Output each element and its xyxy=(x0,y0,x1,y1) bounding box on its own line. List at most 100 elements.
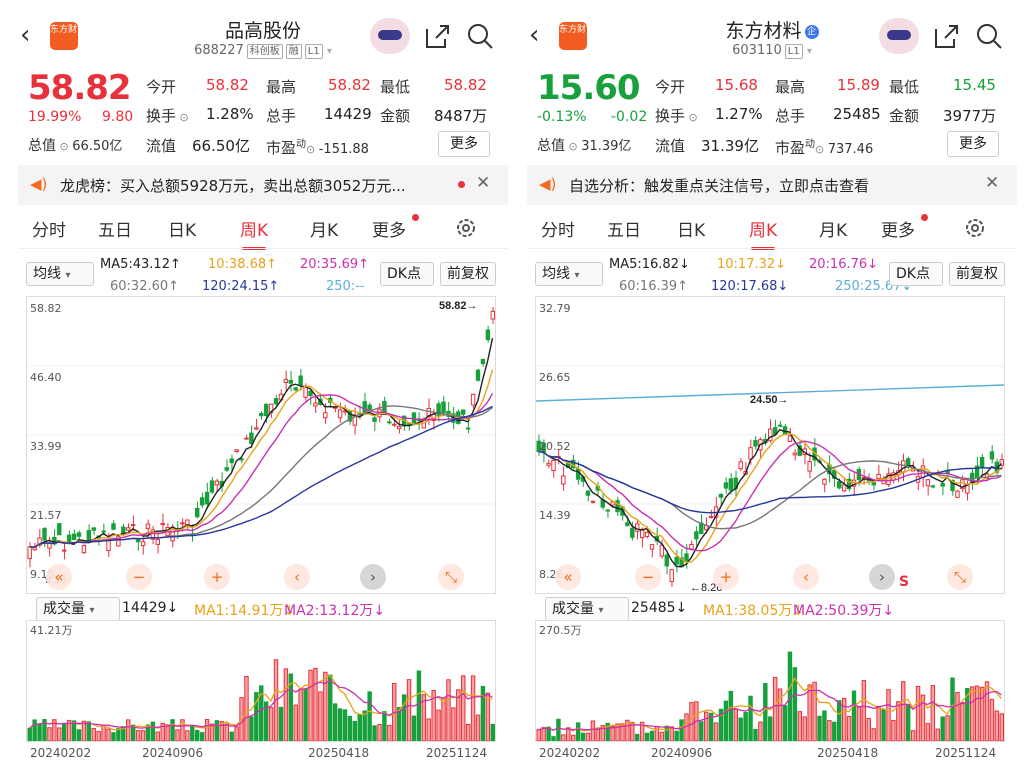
volume-bar xyxy=(283,668,289,742)
volume-bar xyxy=(475,714,481,742)
banner[interactable]: ◀) 龙虎榜：买入总额5928万元，卖出总额3052万元... ✕ xyxy=(18,165,508,205)
avatar-icon[interactable] xyxy=(370,18,410,54)
zoom-out-button[interactable]: − xyxy=(635,564,661,590)
volume-bar xyxy=(664,725,670,742)
volume-bar xyxy=(846,715,852,742)
tab-0[interactable]: 分时 xyxy=(541,221,575,241)
next-button[interactable]: › xyxy=(869,564,895,590)
tab-3[interactable]: 周K xyxy=(749,216,777,250)
tab-0[interactable]: 分时 xyxy=(32,221,66,241)
candle xyxy=(145,523,151,529)
candle xyxy=(768,428,773,442)
tab-4[interactable]: 月K xyxy=(819,221,848,241)
volume-bar xyxy=(106,728,111,742)
candle xyxy=(465,427,471,430)
share-icon[interactable] xyxy=(933,22,961,50)
volume-bar xyxy=(585,732,591,742)
tab-2[interactable]: 日K xyxy=(677,221,706,241)
zoom-in-button[interactable]: + xyxy=(713,564,739,590)
ma10-label: 10:38.68↑ xyxy=(208,257,278,272)
volume-select[interactable]: 成交量 ▾ xyxy=(36,597,120,621)
settings-icon[interactable] xyxy=(454,216,478,240)
tab-5[interactable]: 更多 xyxy=(881,214,928,241)
rewind-button[interactable]: « xyxy=(46,564,72,590)
fullscreen-button[interactable]: ⤡ xyxy=(438,564,464,590)
tab-2[interactable]: 日K xyxy=(168,221,197,241)
share-icon[interactable] xyxy=(424,22,452,50)
candle xyxy=(615,500,620,513)
back-icon[interactable]: ‹ xyxy=(20,20,31,50)
volume-bar xyxy=(851,690,857,742)
zoom-in-button[interactable]: + xyxy=(204,564,230,590)
dk-point-button[interactable]: DK点 xyxy=(380,262,434,286)
volume-bar xyxy=(910,730,916,742)
kline-chart[interactable]: 24.50→ ←8.26 xyxy=(535,296,1005,594)
candle xyxy=(199,497,205,506)
candle xyxy=(406,423,412,426)
ma60-label: 60:16.39↑ xyxy=(619,279,689,294)
candle xyxy=(293,387,298,391)
volume-bar xyxy=(362,710,367,742)
prev-button[interactable]: ‹ xyxy=(793,564,819,590)
y-tick: 14.39 xyxy=(539,509,571,522)
settings-icon[interactable] xyxy=(963,216,987,240)
tab-1[interactable]: 五日 xyxy=(607,221,641,241)
back-icon[interactable]: ‹ xyxy=(529,20,540,50)
prev-button[interactable]: ‹ xyxy=(284,564,310,590)
search-icon[interactable] xyxy=(975,22,1003,50)
search-icon[interactable] xyxy=(466,22,494,50)
candle xyxy=(150,529,156,540)
candle xyxy=(955,490,960,498)
date-label: 20250418 xyxy=(308,746,370,760)
volume-bar xyxy=(758,721,763,742)
volume-bar xyxy=(140,730,146,742)
volume-bar xyxy=(194,729,200,742)
float-label: 流值 xyxy=(655,137,686,155)
avatar-icon[interactable] xyxy=(879,18,919,54)
volume-bar xyxy=(689,702,694,742)
adjust-button[interactable]: 前复权 xyxy=(949,262,1005,286)
ma-select[interactable]: 均线 ▾ xyxy=(26,262,94,286)
volume-bar xyxy=(837,700,842,742)
candle xyxy=(32,547,37,551)
volume-bar xyxy=(175,729,180,742)
adjust-button[interactable]: 前复权 xyxy=(440,262,496,286)
close-icon[interactable]: ✕ xyxy=(476,173,491,193)
more-button[interactable]: 更多 xyxy=(438,131,490,157)
high-label: 最高 xyxy=(266,78,297,96)
turnover-value: 1.27% xyxy=(715,105,763,123)
candle xyxy=(27,546,32,560)
ma-select[interactable]: 均线 ▾ xyxy=(535,262,603,286)
ma10-line xyxy=(538,432,1002,563)
volume-select[interactable]: 成交量 ▾ xyxy=(545,597,629,621)
banner[interactable]: ◀) 自选分析：触发重点关注信号，立即点击查看 ✕ xyxy=(527,165,1017,205)
dk-point-button[interactable]: DK点 xyxy=(889,262,943,286)
candle xyxy=(71,533,77,540)
ma120-line xyxy=(538,450,1002,514)
amount-label: 金额 xyxy=(380,107,411,125)
candle xyxy=(723,482,729,489)
tab-5[interactable]: 更多 xyxy=(372,214,419,241)
zoom-out-button[interactable]: − xyxy=(126,564,152,590)
candle xyxy=(436,403,441,416)
next-button[interactable]: › xyxy=(360,564,386,590)
change-pct: -0.13% xyxy=(537,109,587,125)
stock-name: 品高股份 xyxy=(224,20,301,42)
candle xyxy=(337,409,343,419)
volume-bar xyxy=(313,667,318,742)
candle xyxy=(837,481,842,489)
more-button[interactable]: 更多 xyxy=(947,131,999,157)
market-tag: L1 xyxy=(304,44,323,59)
volume-bar xyxy=(974,685,980,742)
volume-bar xyxy=(204,719,210,742)
kline-chart[interactable]: 58.82→9.15 xyxy=(26,296,496,594)
volume-bar xyxy=(743,712,748,742)
rewind-button[interactable]: « xyxy=(555,564,581,590)
tab-4[interactable]: 月K xyxy=(310,221,339,241)
volume-bar xyxy=(308,669,313,742)
close-icon[interactable]: ✕ xyxy=(985,173,1000,193)
volume-bar xyxy=(485,692,491,742)
tab-3[interactable]: 周K xyxy=(240,216,268,250)
fullscreen-button[interactable]: ⤡ xyxy=(947,564,973,590)
tab-1[interactable]: 五日 xyxy=(98,221,132,241)
